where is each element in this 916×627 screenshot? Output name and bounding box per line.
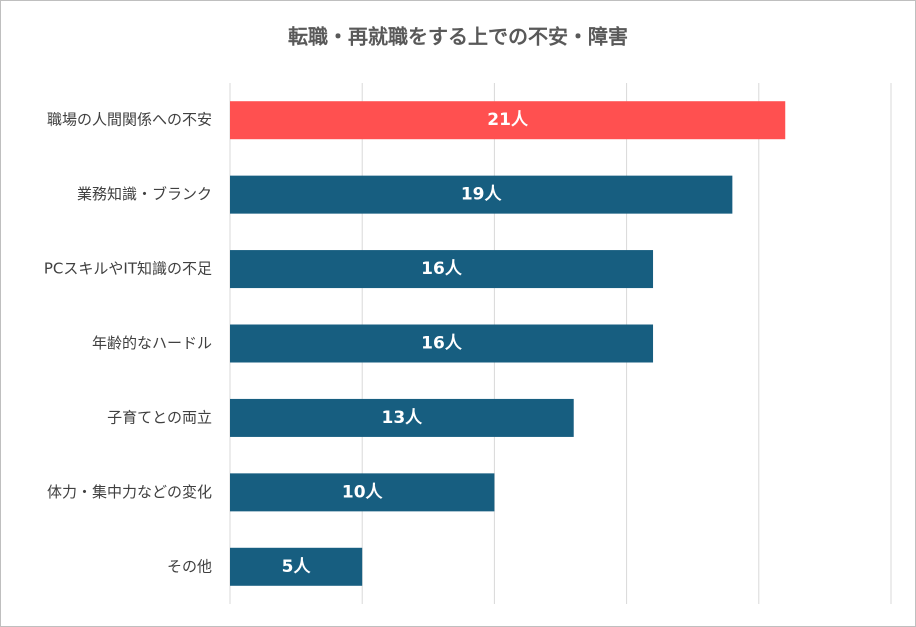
bar (230, 547, 363, 586)
value-label: 10人 (342, 482, 384, 502)
bar (230, 324, 654, 363)
y-tick-label: 業務知識・ブランク (77, 185, 212, 203)
y-tick-label: PCスキルやIT知識の不足 (44, 260, 212, 278)
y-tick-label: その他 (167, 557, 212, 575)
y-tick-label: 年齢的なハードル (92, 334, 212, 352)
value-label: 16人 (421, 259, 463, 279)
value-label: 16人 (421, 334, 463, 354)
bar (230, 101, 786, 140)
value-label: 19人 (461, 185, 503, 205)
y-tick-label: 体力・集中力などの変化 (47, 483, 212, 501)
value-label: 13人 (382, 408, 424, 428)
bar (230, 250, 654, 289)
bar (230, 473, 495, 512)
value-label: 5人 (282, 557, 312, 577)
y-tick-label: 職場の人間関係への不安 (47, 111, 212, 129)
chart-title: 転職・再就職をする上での不安・障害 (288, 25, 628, 49)
value-label: 21人 (487, 110, 529, 130)
bar (230, 398, 574, 437)
bar (230, 175, 733, 214)
y-tick-label: 子育てとの両立 (107, 408, 212, 426)
